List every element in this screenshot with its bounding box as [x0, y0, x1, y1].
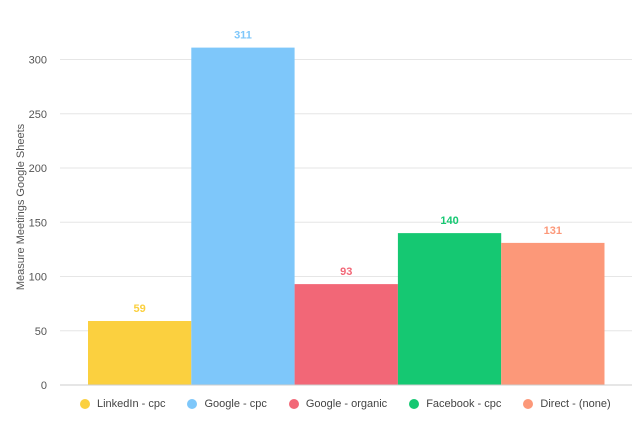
bar-value-label: 140: [440, 215, 458, 227]
legend-item[interactable]: Direct - (none): [523, 398, 611, 410]
bar[interactable]: [294, 284, 398, 385]
y-tick-label: 250: [29, 109, 47, 121]
bar-value-label: 93: [340, 266, 352, 278]
legend-swatch: [409, 399, 420, 409]
bar[interactable]: [191, 47, 295, 385]
y-axis-label: Measure Meetings Google Sheets: [15, 123, 27, 290]
y-tick-label: 200: [29, 163, 47, 175]
legend-item[interactable]: Google - cpc: [187, 398, 267, 410]
legend-item[interactable]: Facebook - cpc: [409, 398, 501, 410]
bars: [88, 47, 605, 385]
legend: LinkedIn - cpc Google - cpc Google - organ…: [80, 398, 611, 410]
value-labels: 59 311 93 140 131: [134, 30, 563, 315]
bar-value-label: 131: [544, 225, 562, 237]
legend-swatch: [187, 399, 198, 409]
legend-label: Google - organic: [305, 398, 388, 410]
y-tick-label: 100: [29, 272, 47, 284]
legend-label: Direct - (none): [540, 398, 611, 410]
legend-swatch: [80, 399, 90, 409]
legend-item[interactable]: LinkedIn - cpc: [80, 398, 165, 410]
y-tick-label: 150: [29, 217, 47, 229]
legend-swatch: [288, 399, 299, 409]
bar-value-label: 311: [234, 30, 252, 42]
legend-item[interactable]: Google - organic: [288, 398, 388, 410]
bar[interactable]: [88, 320, 192, 385]
y-tick-label: 300: [29, 55, 47, 67]
bar-value-label: 59: [134, 303, 146, 315]
bar[interactable]: [501, 242, 605, 385]
y-axis-ticks: 0 50 100 150 200 250 300: [29, 55, 47, 392]
legend-swatch: [523, 399, 534, 409]
legend-label: LinkedIn - cpc: [97, 398, 166, 410]
y-tick-label: 50: [35, 326, 47, 338]
y-tick-label: 0: [41, 380, 47, 392]
legend-label: Facebook - cpc: [426, 398, 502, 410]
legend-label: Google - cpc: [204, 398, 267, 410]
bar[interactable]: [397, 233, 502, 385]
